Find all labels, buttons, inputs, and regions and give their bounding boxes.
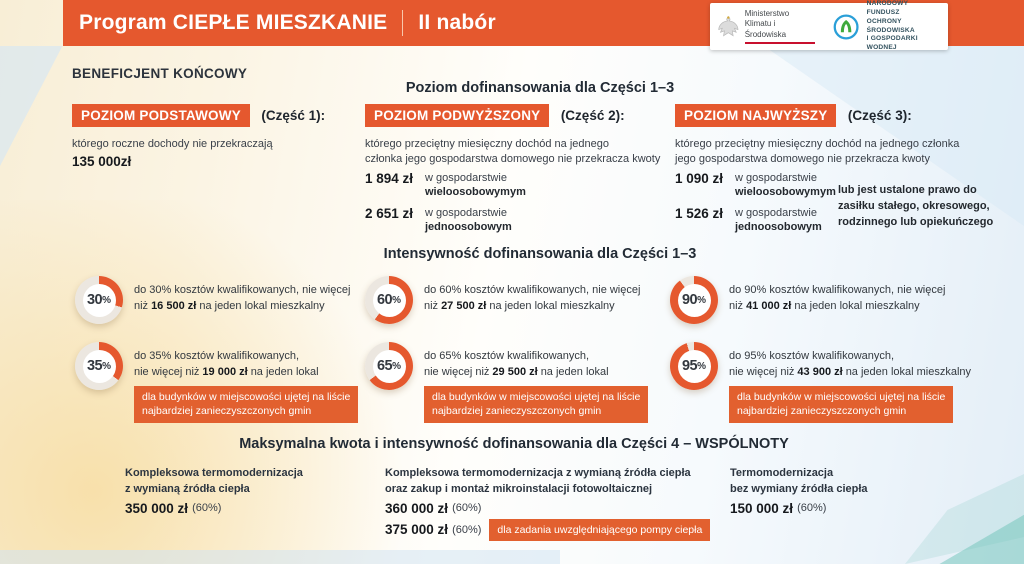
background-teal-corner xyxy=(939,514,1024,564)
logo-panel: Ministerstwo Klimatu i Środowiska NARODO… xyxy=(710,0,948,52)
badge-poziom-podstawowy: POZIOM PODSTAWOWY xyxy=(72,104,250,127)
wspolnoty-col-2: Kompleksowa termomodernizacja z wymianą … xyxy=(385,466,711,542)
level-basic-header: POZIOM PODSTAWOWY (Część 1): xyxy=(72,104,325,127)
badge-poziom-najwyzszy: POZIOM NAJWYŻSZY xyxy=(675,104,837,127)
income-row: 1 894 zł w gospodarstwie wieloosobowymym xyxy=(365,171,526,199)
level-increased-desc: którego przeciętny miesięczny dochód na … xyxy=(365,138,661,166)
program-title: Program CIEPŁE MIESZKANIE xyxy=(79,11,388,34)
donut-chart-30: 30% xyxy=(75,276,123,324)
heat-pump-note: dla zadania uwzględniającego pompy ciepł… xyxy=(489,518,711,542)
polluted-municipalities-note: dla budynków w miejscowości ujętej na li… xyxy=(729,386,954,423)
intensity-item-95: 95% do 95% kosztów kwalifikowanych, nie … xyxy=(670,342,971,423)
section2-title: Intensywność dofinansowania dla Części 1… xyxy=(383,246,697,262)
badge-poziom-podwyzszony: POZIOM PODWYŻSZONY xyxy=(365,104,550,127)
title-divider xyxy=(402,10,404,36)
wspolnoty-col-1: Kompleksowa termomodernizacja z wymianą ź… xyxy=(125,467,303,516)
level-basic-body: którego roczne dochody nie przekraczają … xyxy=(72,138,273,170)
ministry-red-underline xyxy=(744,42,815,45)
intensity-item-90: 90% do 90% kosztów kwalifikowanych, nie … xyxy=(670,276,945,324)
income-threshold-basic: 135 000zł xyxy=(72,154,132,170)
ministry-logo-text: Ministerstwo Klimatu i Środowiska xyxy=(744,9,815,45)
income-row: 1 090 zł w gospodarstwie wieloosobowymym xyxy=(675,171,836,199)
intensity-item-65: 65% do 65% kosztów kwalifikowanych, nie … xyxy=(365,342,649,423)
section3-title: Maksymalna kwota i intensywność dofinans… xyxy=(239,436,789,452)
amount-row: 360 000 zł (60%) xyxy=(385,500,482,516)
intensity-item-35: 35% do 35% kosztów kwalifikowanych, nie … xyxy=(75,342,359,423)
level-highest-desc: którego przeciętny miesięczny dochód na … xyxy=(675,138,960,166)
donut-chart-60: 60% xyxy=(365,276,413,324)
intensity-item-60: 60% do 60% kosztów kwalifikowanych, nie … xyxy=(365,276,640,324)
donut-chart-35: 35% xyxy=(75,342,123,390)
wspolnoty-col-3: Termomodernizacja bez wymiany źródła ciep… xyxy=(730,467,868,516)
amount-row: 150 000 zł (60%) xyxy=(730,500,827,516)
benefit-rights-note: lub jest ustalone prawo do zasiłku stałe… xyxy=(838,184,994,228)
background-facet xyxy=(0,550,560,564)
level-highest-header: POZIOM NAJWYŻSZY (Część 3): xyxy=(675,104,912,127)
program-subtitle: II nabór xyxy=(418,11,496,34)
donut-chart-95: 95% xyxy=(670,342,718,390)
donut-chart-90: 90% xyxy=(670,276,718,324)
section1-title: Poziom dofinansowania dla Części 1–3 xyxy=(405,80,675,96)
polluted-municipalities-note: dla budynków w miejscowości ujętej na li… xyxy=(134,386,359,423)
donut-chart-65: 65% xyxy=(365,342,413,390)
amount-row: 350 000 zł (60%) xyxy=(125,500,222,516)
income-row: 1 526 zł w gospodarstwie jednoosobowym xyxy=(675,206,822,234)
fund-logo-text: NARODOWY FUNDUSZ OCHRONY ŚRODOWISKA I GO… xyxy=(866,0,918,52)
level-increased-header: POZIOM PODWYŻSZONY (Część 2): xyxy=(365,104,625,127)
intensity-item-30: 30% do 30% kosztów kwalifikowanych, nie … xyxy=(75,276,350,324)
ministry-eagle-icon xyxy=(718,15,739,36)
background-teal-facet xyxy=(905,474,1024,564)
amount-row: 375 000 zł (60%) dla zadania uwzględniaj… xyxy=(385,518,711,542)
beneficiary-heading: BENEFICJENT KOŃCOWY xyxy=(72,66,248,81)
income-row: 2 651 zł w gospodarstwie jednoosobowym xyxy=(365,206,512,234)
nfosigw-logo-icon xyxy=(834,14,860,39)
polluted-municipalities-note: dla budynków w miejscowości ujętej na li… xyxy=(424,386,649,423)
